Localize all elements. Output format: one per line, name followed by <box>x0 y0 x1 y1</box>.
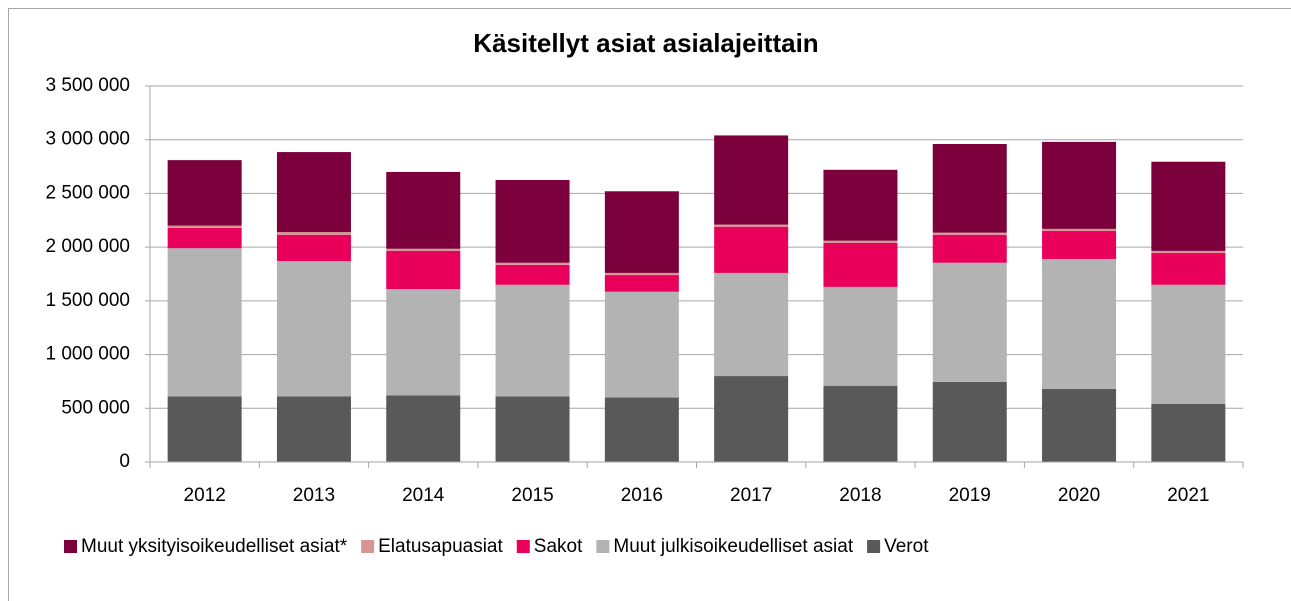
bar-segment <box>823 169 898 241</box>
legend-swatch <box>516 540 530 553</box>
bar-segment <box>386 248 461 251</box>
bar-segment <box>1042 228 1117 232</box>
bar-segment <box>823 385 898 462</box>
bar-segment <box>386 171 461 249</box>
bar-segment <box>276 152 351 233</box>
y-tick-label: 1 000 000 <box>45 344 130 365</box>
y-tick-label: 500 000 <box>61 397 130 418</box>
bar-segment <box>386 395 461 462</box>
bar-segment <box>714 226 789 273</box>
legend-swatch <box>64 540 77 553</box>
bar-segment <box>495 262 570 265</box>
bar-segment <box>1042 258 1117 389</box>
bar-segment <box>1151 403 1226 462</box>
bar-segment <box>932 144 1007 233</box>
bar-segment <box>932 234 1007 263</box>
bar-segment <box>604 275 679 292</box>
legend-swatch <box>361 540 375 553</box>
bar-segment <box>495 284 570 397</box>
legend-swatch <box>867 540 881 553</box>
bar-segment <box>1151 284 1226 404</box>
legend-label: Muut yksityisoikeudelliset asiat* <box>81 536 348 557</box>
bar-segment <box>1151 250 1226 254</box>
y-tick-label: 2 000 000 <box>45 236 130 257</box>
bar-segment <box>932 262 1007 382</box>
chart-border <box>8 8 1291 601</box>
bar-segment <box>823 286 898 386</box>
y-tick-label: 0 <box>119 451 130 472</box>
x-tick-label: 2017 <box>730 485 772 506</box>
legend-swatch <box>596 540 610 553</box>
x-tick-label: 2016 <box>621 485 663 506</box>
legend-label: Elatusapuasiat <box>378 536 503 557</box>
bar-segment <box>932 232 1007 235</box>
bar-segment <box>604 397 679 462</box>
bar-segment <box>495 264 570 285</box>
bar-segment <box>604 191 679 273</box>
y-tick-label: 2 500 000 <box>45 182 130 203</box>
bar-segment <box>714 135 789 225</box>
bar-segment <box>167 160 242 226</box>
x-tick-label: 2014 <box>402 485 445 506</box>
bar-segment <box>714 272 789 377</box>
x-tick-label: 2020 <box>1058 485 1100 506</box>
legend-label: Muut julkisoikeudelliset asiat <box>613 536 853 557</box>
bar-segment <box>823 240 898 243</box>
bar-segment <box>495 180 570 263</box>
bar-segment <box>495 396 570 462</box>
y-tick-label: 3 500 000 <box>45 75 130 96</box>
bar-segment <box>714 224 789 227</box>
bar-segment <box>1151 253 1226 285</box>
bar-segment <box>386 289 461 396</box>
bar-segment <box>1042 141 1117 229</box>
y-tick-label: 3 000 000 <box>45 129 130 150</box>
y-tick-label: 1 500 000 <box>45 290 130 311</box>
legend-label: Sakot <box>534 536 583 557</box>
x-tick-label: 2013 <box>293 485 335 506</box>
x-tick-label: 2015 <box>511 485 553 506</box>
bar-segment <box>604 272 679 276</box>
x-tick-label: 2019 <box>949 485 991 506</box>
bar-segment <box>714 376 789 462</box>
bar-segment <box>167 396 242 462</box>
legend-label: Verot <box>884 536 929 557</box>
chart-title: Käsitellyt asiat asialajeittain <box>473 28 818 58</box>
bar-segment <box>1042 231 1117 259</box>
bar-segment <box>276 396 351 462</box>
bar-segment <box>276 234 351 262</box>
bar-segment <box>167 227 242 249</box>
bar-segment <box>1042 388 1117 462</box>
x-tick-label: 2018 <box>839 485 881 506</box>
bar-segment <box>1151 161 1226 251</box>
bar-segment <box>932 381 1007 462</box>
x-tick-label: 2012 <box>184 485 226 506</box>
bar-segment <box>276 261 351 397</box>
bar-segment <box>604 291 679 398</box>
bar-segment <box>386 250 461 290</box>
x-tick-label: 2021 <box>1167 485 1209 506</box>
bar-segment <box>276 232 351 235</box>
bar-segment <box>823 242 898 287</box>
bar-segment <box>167 248 242 397</box>
bar-segment <box>167 225 242 228</box>
